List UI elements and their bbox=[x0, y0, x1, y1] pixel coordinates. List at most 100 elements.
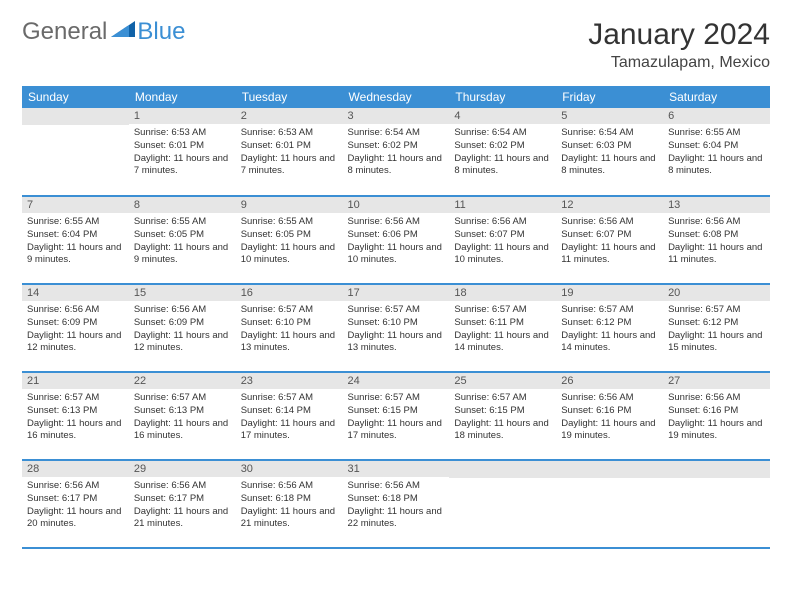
day-number: 30 bbox=[236, 461, 343, 477]
sunrise-text: Sunrise: 6:53 AM bbox=[241, 127, 338, 140]
sunrise-text: Sunrise: 6:55 AM bbox=[241, 216, 338, 229]
sunrise-text: Sunrise: 6:53 AM bbox=[134, 127, 231, 140]
daylight-text: Daylight: 11 hours and 20 minutes. bbox=[27, 506, 124, 532]
sunrise-text: Sunrise: 6:54 AM bbox=[454, 127, 551, 140]
day-header: Tuesday bbox=[236, 86, 343, 108]
calendar-cell: 27Sunrise: 6:56 AMSunset: 6:16 PMDayligh… bbox=[663, 372, 770, 460]
day-number: 14 bbox=[22, 285, 129, 301]
sunset-text: Sunset: 6:13 PM bbox=[27, 405, 124, 418]
daylight-text: Daylight: 11 hours and 22 minutes. bbox=[348, 506, 445, 532]
day-number: 8 bbox=[129, 197, 236, 213]
day-number: 21 bbox=[22, 373, 129, 389]
day-body: Sunrise: 6:55 AMSunset: 6:05 PMDaylight:… bbox=[236, 213, 343, 270]
day-number: 27 bbox=[663, 373, 770, 389]
calendar-cell: 31Sunrise: 6:56 AMSunset: 6:18 PMDayligh… bbox=[343, 460, 450, 548]
day-body: Sunrise: 6:56 AMSunset: 6:09 PMDaylight:… bbox=[129, 301, 236, 358]
day-body: Sunrise: 6:57 AMSunset: 6:10 PMDaylight:… bbox=[236, 301, 343, 358]
calendar-cell: 9Sunrise: 6:55 AMSunset: 6:05 PMDaylight… bbox=[236, 196, 343, 284]
calendar-cell: 6Sunrise: 6:55 AMSunset: 6:04 PMDaylight… bbox=[663, 108, 770, 196]
day-body: Sunrise: 6:57 AMSunset: 6:15 PMDaylight:… bbox=[343, 389, 450, 446]
day-body: Sunrise: 6:53 AMSunset: 6:01 PMDaylight:… bbox=[236, 124, 343, 181]
sunset-text: Sunset: 6:11 PM bbox=[454, 317, 551, 330]
sunrise-text: Sunrise: 6:56 AM bbox=[241, 480, 338, 493]
day-number: 24 bbox=[343, 373, 450, 389]
day-body: Sunrise: 6:56 AMSunset: 6:17 PMDaylight:… bbox=[129, 477, 236, 534]
daylight-text: Daylight: 11 hours and 7 minutes. bbox=[134, 153, 231, 179]
day-number: 20 bbox=[663, 285, 770, 301]
day-body: Sunrise: 6:56 AMSunset: 6:09 PMDaylight:… bbox=[22, 301, 129, 358]
sunrise-text: Sunrise: 6:57 AM bbox=[241, 304, 338, 317]
calendar-cell: 24Sunrise: 6:57 AMSunset: 6:15 PMDayligh… bbox=[343, 372, 450, 460]
day-header-row: Sunday Monday Tuesday Wednesday Thursday… bbox=[22, 86, 770, 108]
day-number: 2 bbox=[236, 108, 343, 124]
day-body: Sunrise: 6:57 AMSunset: 6:11 PMDaylight:… bbox=[449, 301, 556, 358]
day-number: 9 bbox=[236, 197, 343, 213]
calendar-body: 1Sunrise: 6:53 AMSunset: 6:01 PMDaylight… bbox=[22, 108, 770, 548]
day-body: Sunrise: 6:55 AMSunset: 6:05 PMDaylight:… bbox=[129, 213, 236, 270]
sunrise-text: Sunrise: 6:56 AM bbox=[134, 304, 231, 317]
sunrise-text: Sunrise: 6:54 AM bbox=[561, 127, 658, 140]
sunset-text: Sunset: 6:16 PM bbox=[561, 405, 658, 418]
day-number: 23 bbox=[236, 373, 343, 389]
sunset-text: Sunset: 6:04 PM bbox=[27, 229, 124, 242]
day-body: Sunrise: 6:57 AMSunset: 6:13 PMDaylight:… bbox=[22, 389, 129, 446]
day-number: 29 bbox=[129, 461, 236, 477]
day-number: 12 bbox=[556, 197, 663, 213]
logo-text-general: General bbox=[22, 18, 107, 46]
daylight-text: Daylight: 11 hours and 19 minutes. bbox=[668, 418, 765, 444]
day-number: 5 bbox=[556, 108, 663, 124]
header: General Blue January 2024 Tamazulapam, M… bbox=[22, 18, 770, 72]
day-body bbox=[22, 125, 129, 185]
sunrise-text: Sunrise: 6:56 AM bbox=[561, 392, 658, 405]
calendar-cell: 23Sunrise: 6:57 AMSunset: 6:14 PMDayligh… bbox=[236, 372, 343, 460]
month-title: January 2024 bbox=[588, 18, 770, 52]
day-number: 17 bbox=[343, 285, 450, 301]
calendar-week: 28Sunrise: 6:56 AMSunset: 6:17 PMDayligh… bbox=[22, 460, 770, 548]
sunset-text: Sunset: 6:13 PM bbox=[134, 405, 231, 418]
calendar-cell: 8Sunrise: 6:55 AMSunset: 6:05 PMDaylight… bbox=[129, 196, 236, 284]
day-header: Sunday bbox=[22, 86, 129, 108]
day-body bbox=[556, 478, 663, 538]
location-label: Tamazulapam, Mexico bbox=[588, 54, 770, 72]
calendar-cell: 11Sunrise: 6:56 AMSunset: 6:07 PMDayligh… bbox=[449, 196, 556, 284]
sunrise-text: Sunrise: 6:56 AM bbox=[561, 216, 658, 229]
day-body: Sunrise: 6:56 AMSunset: 6:07 PMDaylight:… bbox=[556, 213, 663, 270]
calendar-cell: 22Sunrise: 6:57 AMSunset: 6:13 PMDayligh… bbox=[129, 372, 236, 460]
sunset-text: Sunset: 6:17 PM bbox=[27, 493, 124, 506]
daylight-text: Daylight: 11 hours and 14 minutes. bbox=[454, 330, 551, 356]
day-number: 28 bbox=[22, 461, 129, 477]
day-number: 6 bbox=[663, 108, 770, 124]
day-body: Sunrise: 6:56 AMSunset: 6:17 PMDaylight:… bbox=[22, 477, 129, 534]
calendar-cell: 30Sunrise: 6:56 AMSunset: 6:18 PMDayligh… bbox=[236, 460, 343, 548]
day-number bbox=[449, 461, 556, 478]
daylight-text: Daylight: 11 hours and 18 minutes. bbox=[454, 418, 551, 444]
calendar-cell: 4Sunrise: 6:54 AMSunset: 6:02 PMDaylight… bbox=[449, 108, 556, 196]
day-number: 25 bbox=[449, 373, 556, 389]
calendar-cell: 14Sunrise: 6:56 AMSunset: 6:09 PMDayligh… bbox=[22, 284, 129, 372]
calendar-week: 7Sunrise: 6:55 AMSunset: 6:04 PMDaylight… bbox=[22, 196, 770, 284]
daylight-text: Daylight: 11 hours and 12 minutes. bbox=[134, 330, 231, 356]
daylight-text: Daylight: 11 hours and 8 minutes. bbox=[348, 153, 445, 179]
day-body: Sunrise: 6:57 AMSunset: 6:14 PMDaylight:… bbox=[236, 389, 343, 446]
daylight-text: Daylight: 11 hours and 10 minutes. bbox=[348, 242, 445, 268]
day-body: Sunrise: 6:56 AMSunset: 6:18 PMDaylight:… bbox=[343, 477, 450, 534]
day-body: Sunrise: 6:57 AMSunset: 6:15 PMDaylight:… bbox=[449, 389, 556, 446]
day-body: Sunrise: 6:56 AMSunset: 6:16 PMDaylight:… bbox=[663, 389, 770, 446]
sunrise-text: Sunrise: 6:57 AM bbox=[241, 392, 338, 405]
daylight-text: Daylight: 11 hours and 8 minutes. bbox=[668, 153, 765, 179]
sunset-text: Sunset: 6:01 PM bbox=[241, 140, 338, 153]
calendar-cell: 7Sunrise: 6:55 AMSunset: 6:04 PMDaylight… bbox=[22, 196, 129, 284]
daylight-text: Daylight: 11 hours and 13 minutes. bbox=[348, 330, 445, 356]
day-header: Friday bbox=[556, 86, 663, 108]
sunrise-text: Sunrise: 6:55 AM bbox=[668, 127, 765, 140]
day-number bbox=[22, 108, 129, 125]
sunset-text: Sunset: 6:07 PM bbox=[561, 229, 658, 242]
daylight-text: Daylight: 11 hours and 8 minutes. bbox=[561, 153, 658, 179]
calendar-table: Sunday Monday Tuesday Wednesday Thursday… bbox=[22, 86, 770, 549]
sunrise-text: Sunrise: 6:56 AM bbox=[348, 480, 445, 493]
day-number: 13 bbox=[663, 197, 770, 213]
sunrise-text: Sunrise: 6:56 AM bbox=[27, 304, 124, 317]
sunset-text: Sunset: 6:05 PM bbox=[241, 229, 338, 242]
day-body: Sunrise: 6:56 AMSunset: 6:06 PMDaylight:… bbox=[343, 213, 450, 270]
sunrise-text: Sunrise: 6:54 AM bbox=[348, 127, 445, 140]
